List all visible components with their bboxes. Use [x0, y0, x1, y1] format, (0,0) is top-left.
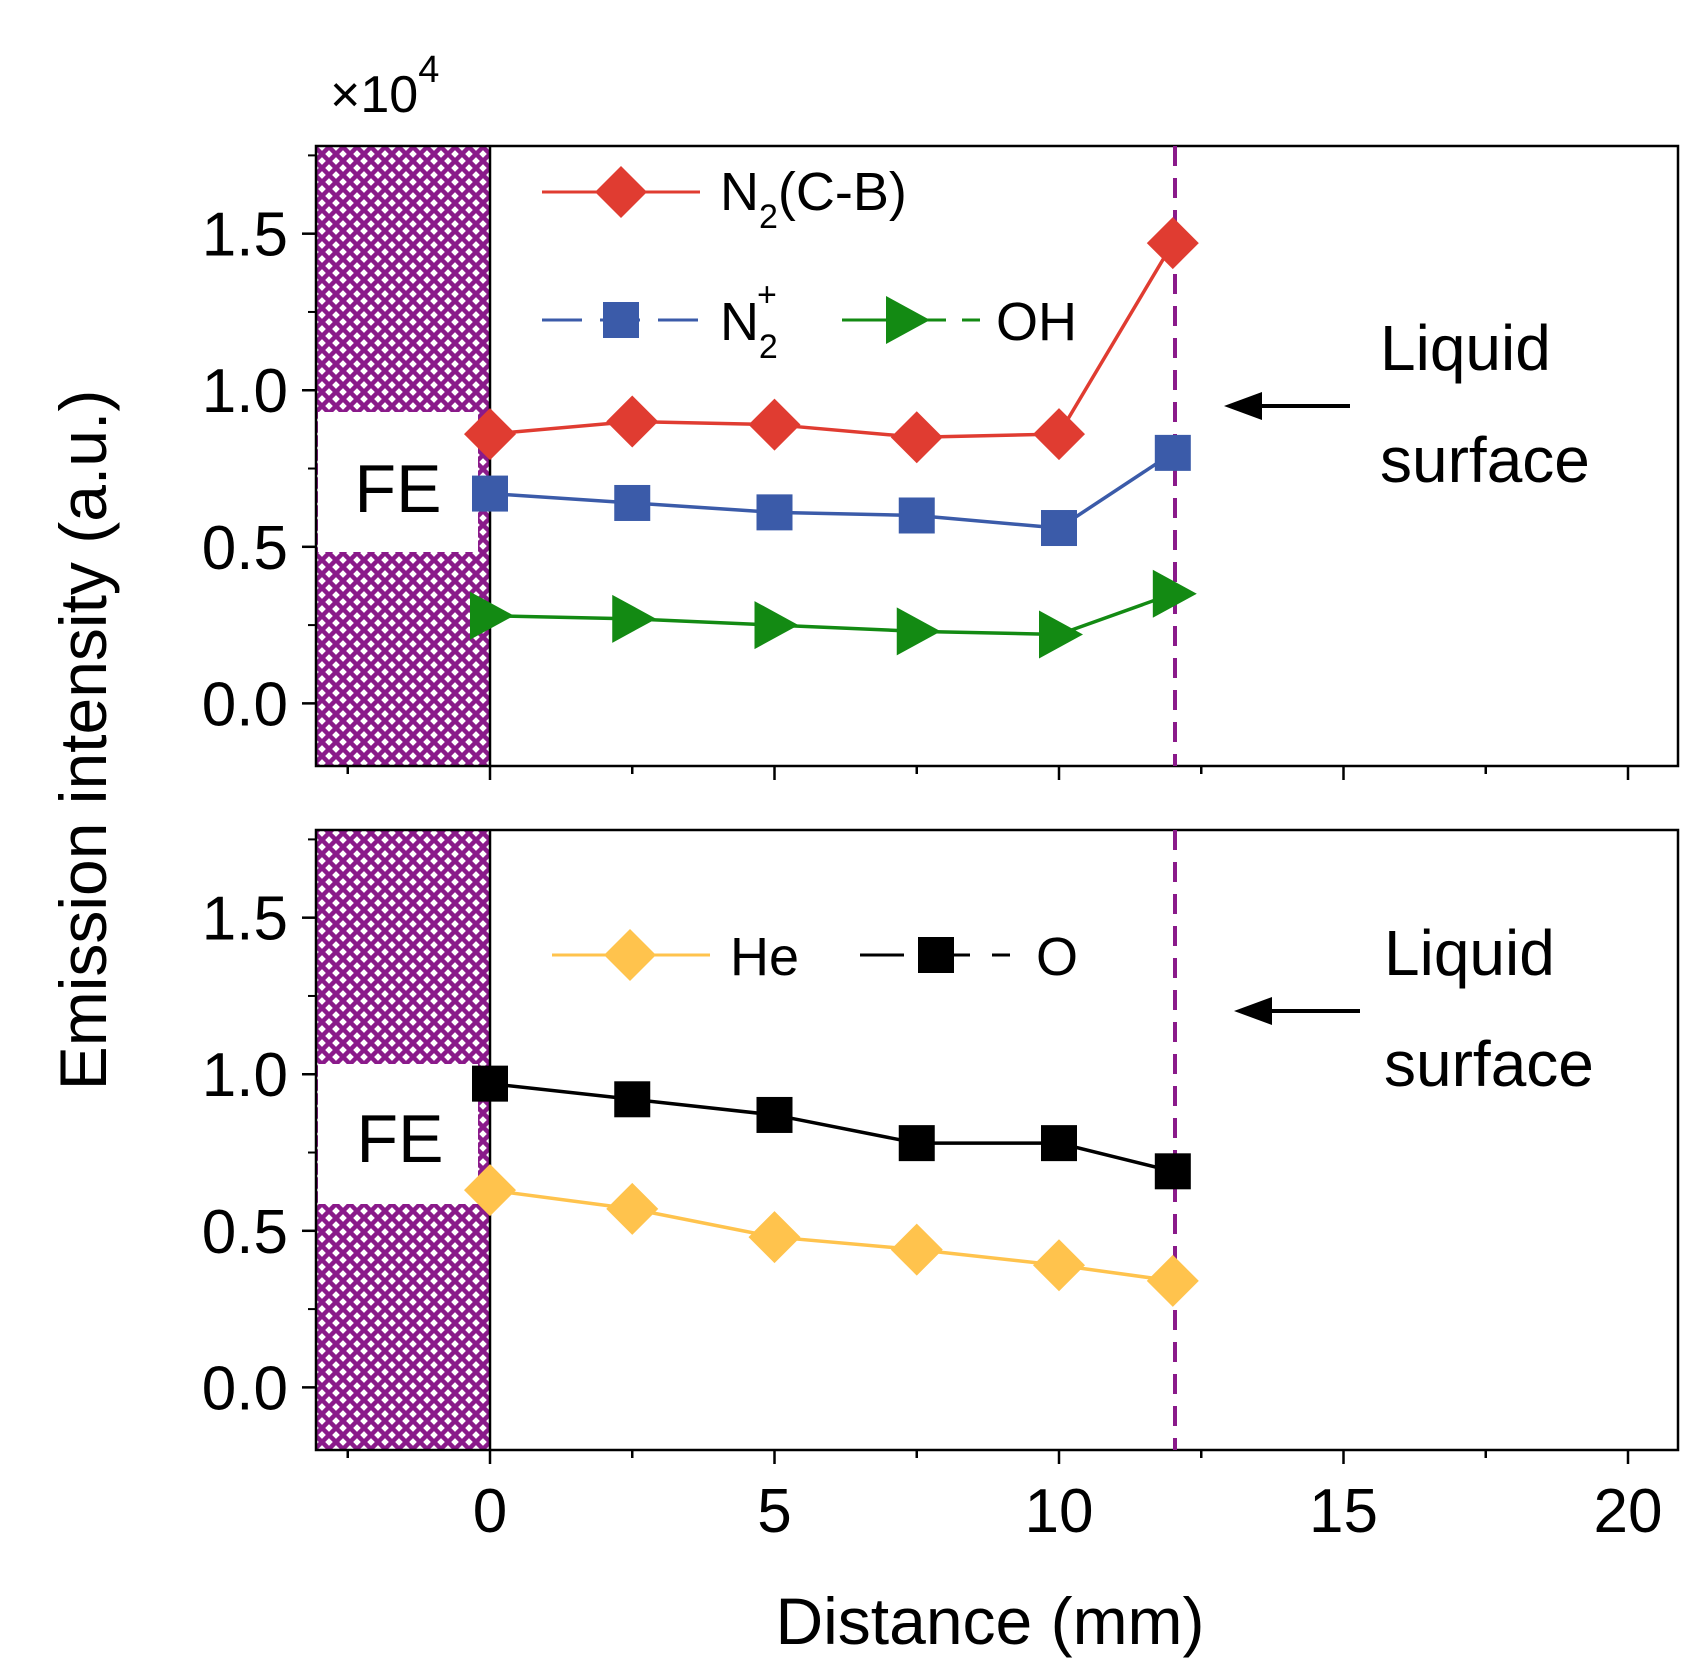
x-tick-label: 0: [473, 1477, 507, 1546]
bottom-panel: FE 0.00.51.01.5 0 5 10 15 20 He O Liquid su: [202, 828, 1680, 1546]
fe-label: FE: [355, 451, 442, 527]
data-point-triangle: [754, 601, 799, 650]
legend-entry-he: He: [552, 927, 799, 987]
plot-frame: [314, 828, 1680, 1452]
x-axis-title: Distance (mm): [775, 1584, 1204, 1658]
series-line: [489, 451, 1174, 530]
series-n2-c-b-: [464, 217, 1199, 464]
series-line: [489, 592, 1174, 637]
legend-label-n2cb: N2(C-B): [720, 162, 907, 236]
data-point-diamond: [606, 1182, 659, 1235]
series-he: [464, 1164, 1199, 1307]
data-point-square: [898, 497, 935, 534]
diamond-icon: [595, 166, 647, 218]
annotation-line1: Liquid: [1384, 917, 1555, 989]
data-point-diamond: [890, 1223, 943, 1276]
x-tick-label: 20: [1594, 1477, 1663, 1546]
data-point-diamond: [1033, 1239, 1085, 1292]
y-tick-label: 1.0: [202, 357, 288, 426]
legend-label-oh: OH: [996, 292, 1077, 352]
data-point-square: [472, 1065, 508, 1102]
y-axis-title: Emission intensity (a.u.): [46, 390, 120, 1091]
series-line: [489, 1081, 1174, 1174]
data-point-square: [756, 1096, 793, 1133]
y-tick-label: 1.0: [202, 1041, 288, 1110]
annotation-line1: Liquid: [1380, 312, 1551, 384]
data-point-triangle: [896, 607, 941, 656]
data-point-square: [1154, 434, 1191, 471]
legend: He O: [552, 927, 1078, 987]
legend-entry-oh: OH: [842, 292, 1077, 352]
data-point-square: [614, 484, 651, 521]
data-point-diamond: [1146, 217, 1199, 270]
fe-label-box: [318, 1064, 478, 1204]
data-point-triangle: [470, 591, 514, 640]
data-point-diamond: [748, 1211, 801, 1264]
fe-label: FE: [357, 1101, 444, 1177]
y-tick-label: 1.5: [202, 885, 288, 954]
fe-label-box: [318, 412, 478, 552]
liquid-surface-annotation: Liquid surface: [1234, 917, 1594, 1100]
data-point-square: [756, 494, 793, 531]
annotation-line2: surface: [1384, 1028, 1594, 1100]
y-tick-label: 0.0: [202, 1354, 288, 1423]
data-point-diamond: [464, 1164, 516, 1217]
data-point-diamond: [1146, 1254, 1199, 1307]
legend: N2(C-B) N+ 2 OH: [542, 162, 1077, 366]
series-n2-: [472, 434, 1191, 547]
x-tick-label: 5: [757, 1477, 791, 1546]
legend-label-he: He: [730, 927, 799, 987]
data-point-square: [1041, 1125, 1077, 1162]
arrow-left-icon: [1234, 997, 1272, 1025]
data-point-square: [614, 1081, 651, 1118]
data-point-square: [898, 1125, 935, 1162]
series-oh: [470, 569, 1197, 659]
plot-frame: [314, 144, 1680, 768]
x-tick-label: 15: [1309, 1477, 1378, 1546]
legend-label-n2plus: N+ 2: [720, 276, 778, 366]
x-tick-label: 10: [1025, 1477, 1094, 1546]
arrow-left-icon: [1224, 392, 1262, 420]
data-point-square: [472, 475, 508, 512]
top-panel: FE 0.0 0.5 1.0 1.5 N2(C-B) N+ 2 OH: [202, 144, 1680, 780]
data-point-triangle: [612, 594, 657, 643]
y-tick-label: 0.0: [202, 670, 288, 739]
legend-label-o: O: [1036, 927, 1078, 987]
y-tick-label: 0.5: [202, 1198, 288, 1267]
legend-entry-n2cb: N2(C-B): [542, 162, 907, 236]
y-multiplier-label: ×104: [330, 49, 439, 124]
data-point-triangle: [1152, 569, 1197, 618]
data-point-diamond: [606, 395, 659, 448]
series-o: [472, 1065, 1191, 1190]
square-icon: [603, 302, 639, 338]
data-point-triangle: [1039, 610, 1083, 659]
data-point-diamond: [464, 408, 516, 461]
annotation-line2: surface: [1380, 424, 1590, 496]
triangle-right-icon: [886, 296, 930, 344]
data-point-diamond: [748, 398, 801, 451]
data-point-square: [1041, 510, 1077, 547]
data-point-square: [1154, 1153, 1191, 1190]
y-tick-label: 0.5: [202, 514, 288, 583]
y-tick-label: 1.5: [202, 201, 288, 270]
diamond-icon: [604, 929, 656, 981]
legend-entry-o: O: [860, 927, 1078, 987]
data-point-diamond: [1033, 408, 1085, 461]
data-point-diamond: [890, 411, 943, 464]
square-icon: [918, 937, 954, 973]
liquid-surface-annotation: Liquid surface: [1224, 312, 1590, 496]
legend-entry-n2plus: N+ 2: [542, 276, 778, 366]
